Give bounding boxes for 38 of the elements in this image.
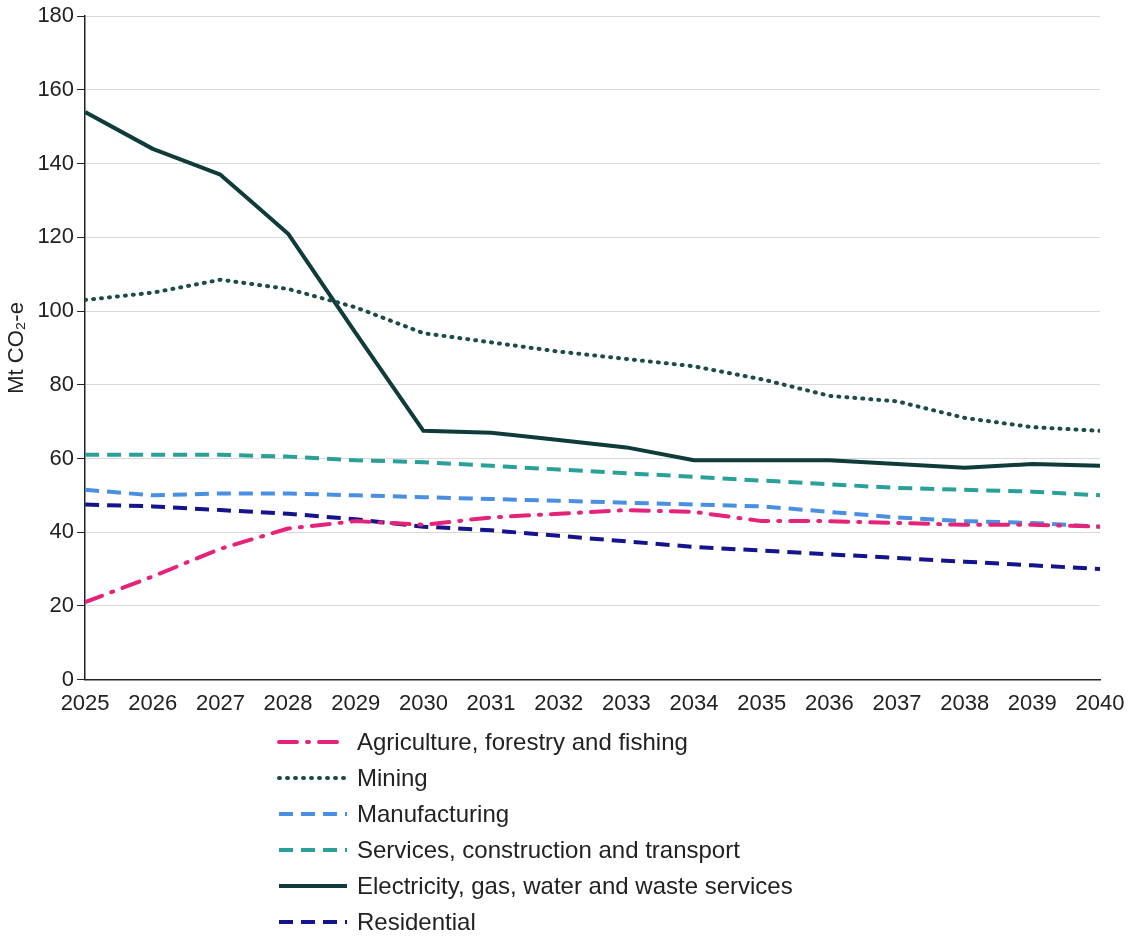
y-tick-label: 140	[37, 149, 75, 175]
y-tick-label: 40	[49, 518, 75, 544]
x-tick-label: 2026	[128, 689, 178, 715]
line-series	[85, 452, 1100, 498]
x-tick-label: 2032	[534, 689, 584, 715]
y-tick-label: 20	[49, 591, 75, 617]
x-tick-label: 2027	[195, 689, 245, 715]
x-tick-label: 2036	[804, 689, 854, 715]
y-tick-label: 180	[37, 2, 75, 28]
x-tick-label: 2034	[669, 689, 719, 715]
x-tick-label: 2037	[872, 689, 922, 715]
legend-label: Services, construction and transport	[357, 836, 740, 864]
line-series	[85, 487, 1100, 529]
y-tick-label: 80	[49, 370, 75, 396]
y-tick-label: 0	[61, 665, 75, 691]
x-tick-label: 2031	[466, 689, 516, 715]
line-series	[85, 508, 1100, 605]
x-tick-label: 2035	[737, 689, 787, 715]
line-series	[85, 277, 1100, 433]
legend-label: Electricity, gas, water and waste services	[357, 872, 793, 900]
y-tick-label: 120	[37, 223, 75, 249]
x-tick-label: 2025	[60, 689, 110, 715]
y-tick-label: 60	[49, 444, 75, 470]
y-axis-title: Mt CO₂-e	[3, 302, 29, 394]
legend-label: Residential	[357, 908, 476, 936]
line-series	[85, 502, 1100, 572]
x-tick-label: 2028	[263, 689, 313, 715]
x-tick-label: 2033	[601, 689, 651, 715]
x-tick-label: 2030	[398, 689, 448, 715]
x-tick-label: 2029	[331, 689, 381, 715]
x-tick-label: 2038	[940, 689, 990, 715]
y-tick-label: 100	[37, 297, 75, 323]
x-tick-label: 2040	[1075, 689, 1125, 715]
y-tick-label: 160	[37, 75, 75, 101]
legend-label: Mining	[357, 764, 428, 792]
x-tick-label: 2039	[1007, 689, 1057, 715]
legend-label: Manufacturing	[357, 800, 510, 828]
legend-label: Agriculture, forestry and fishing	[357, 728, 688, 756]
